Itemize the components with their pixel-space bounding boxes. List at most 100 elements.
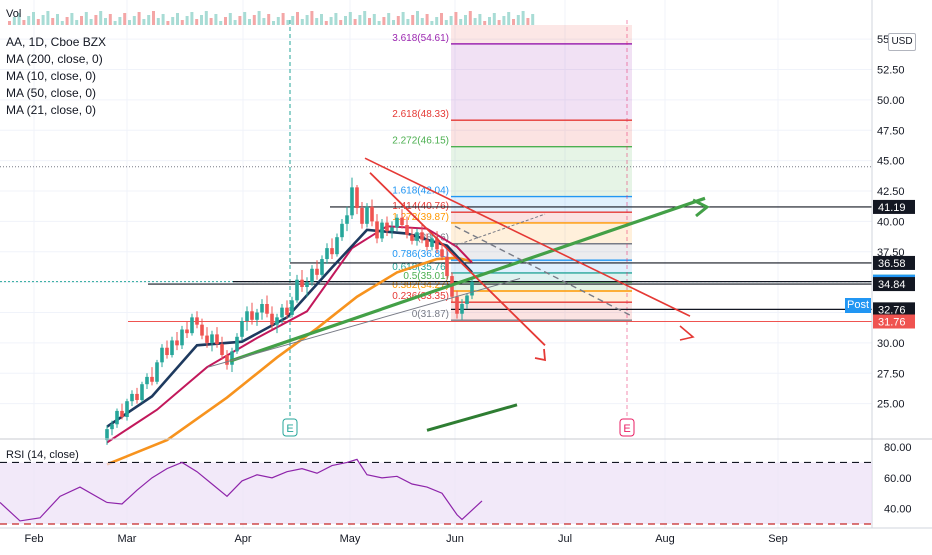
volume-bar — [36, 19, 40, 25]
volume-bar — [228, 13, 232, 25]
volume-bar — [17, 13, 21, 25]
volume-bar — [65, 17, 69, 25]
candle-body — [415, 232, 419, 241]
rsi-tick-label: 80.00 — [884, 442, 912, 454]
volume-bar — [41, 15, 45, 25]
candle-body — [140, 384, 144, 400]
earnings-badge-label: E — [286, 423, 293, 435]
volume-bar — [262, 18, 266, 25]
candle-body — [250, 311, 254, 320]
candle-body — [290, 300, 294, 315]
x-tick-label: May — [340, 533, 361, 545]
volume-bar — [152, 11, 155, 25]
rsi-label: RSI (14, close) — [6, 449, 79, 461]
earnings-badge — [619, 418, 635, 437]
downtrend-line — [369, 172, 546, 346]
fib-zone — [451, 260, 632, 273]
candle-body — [390, 227, 394, 232]
candle-body — [310, 268, 314, 283]
volume-bar — [204, 11, 208, 25]
post-market-tag: Post — [845, 298, 871, 313]
ma21-line — [106, 225, 473, 444]
volume-bar — [118, 17, 122, 25]
candle-body — [170, 340, 174, 356]
candle-body — [395, 217, 399, 228]
legend-ma10[interactable]: MA (10, close, 0) — [6, 69, 97, 83]
volume-bar — [320, 14, 323, 25]
volume-bar — [22, 20, 26, 25]
price-tag-bg — [873, 255, 915, 270]
volume-bar — [348, 12, 352, 25]
candle-body — [425, 239, 429, 247]
volume-bar — [70, 13, 74, 25]
fib-zone — [451, 302, 632, 321]
volume-bar — [56, 14, 59, 25]
volume-bar — [156, 18, 160, 25]
fib-label: 0.786(36.81) — [392, 249, 449, 260]
candle-body — [405, 225, 409, 235]
volume-bar — [334, 13, 338, 25]
candle-body — [295, 279, 299, 301]
volume-bar — [329, 17, 333, 25]
candle-body — [365, 206, 369, 224]
legend-ma200[interactable]: MA (200, close, 0) — [6, 52, 103, 66]
legend-symbol[interactable]: AA, 1D, Cboe BZX — [6, 35, 107, 49]
candle-body — [385, 222, 389, 232]
rsi-tick-label: 40.00 — [884, 504, 912, 516]
volume-bar — [363, 11, 367, 25]
trend-arrowhead — [679, 325, 695, 341]
legend-ma21[interactable]: MA (21, close, 0) — [6, 103, 97, 117]
x-tick-label: Feb — [25, 533, 44, 545]
volume-bar — [180, 20, 184, 25]
currency-button[interactable]: USD — [888, 33, 916, 51]
volume-bar — [161, 14, 165, 25]
candle-body — [260, 304, 264, 313]
volume-bar — [272, 21, 275, 25]
volume-bar — [219, 21, 223, 25]
candle-body — [285, 307, 289, 315]
candle-body — [155, 362, 159, 382]
ma200-trend-arrow — [229, 196, 706, 363]
price-tag-label: 31.76 — [878, 316, 906, 328]
volume-bar — [94, 15, 98, 25]
volume-bar — [252, 15, 256, 25]
volume-bar — [368, 18, 371, 25]
candle-body — [440, 249, 444, 257]
volume-bar — [416, 11, 419, 25]
fib-zone — [451, 282, 632, 292]
price-tag-bg — [873, 199, 915, 214]
fib-zone-top — [451, 25, 632, 44]
candle-body — [275, 317, 279, 325]
volume-bar — [190, 12, 194, 25]
volume-bar — [51, 18, 55, 25]
ma200-line — [426, 403, 518, 432]
earnings-badge-label: E — [623, 423, 630, 435]
rsi-line — [0, 486, 108, 522]
candle-body — [205, 335, 209, 343]
volume-bar — [296, 12, 299, 25]
candle-body — [315, 268, 319, 275]
legend-ma50[interactable]: MA (50, close, 0) — [6, 86, 97, 100]
rsi-band-fill — [0, 462, 872, 524]
fib-label: 3.618(54.61) — [392, 33, 449, 44]
volume-bar — [339, 20, 343, 25]
candle-body — [355, 187, 359, 209]
volume-bar — [382, 17, 386, 25]
candle-body — [120, 410, 124, 417]
candle-body — [230, 351, 234, 365]
y-tick-label: 37.50 — [877, 247, 905, 259]
volume-bar — [396, 16, 400, 25]
fib-label: 1(38.16) — [412, 233, 449, 244]
fib-zone — [451, 146, 632, 197]
candle-body — [280, 307, 284, 318]
volume-bar — [238, 16, 242, 25]
fib-label: 2.272(46.15) — [392, 136, 449, 147]
fib-label: 1.272(39.87) — [392, 212, 449, 223]
volume-bar — [377, 21, 381, 25]
candle-body — [435, 238, 439, 250]
volume-bar — [142, 19, 146, 25]
volume-bar — [176, 13, 179, 25]
volume-bar — [473, 18, 477, 25]
